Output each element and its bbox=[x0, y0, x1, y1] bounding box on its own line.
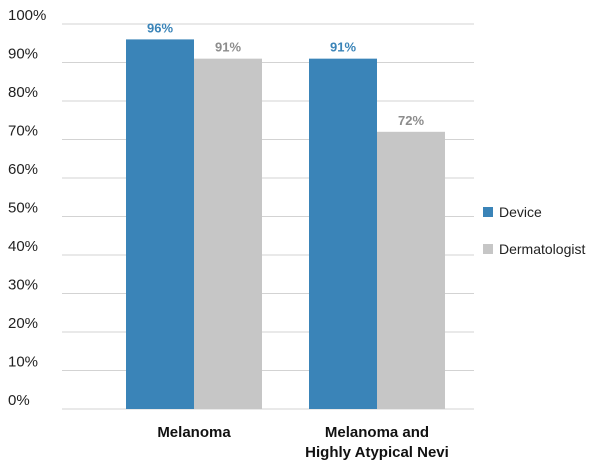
data-label-device-1: 91% bbox=[330, 40, 356, 55]
x-axis-category-labels: Melanoma Melanoma and Highly Atypical Nevi bbox=[157, 424, 449, 461]
data-label-dermatologist-1: 72% bbox=[398, 113, 424, 128]
y-tick-label-100: 100% bbox=[8, 7, 46, 24]
y-tick-label-90: 90% bbox=[8, 46, 38, 63]
legend: Device Dermatologist bbox=[483, 204, 585, 257]
legend-label-device: Device bbox=[499, 204, 542, 220]
y-tick-label-0: 0% bbox=[8, 392, 30, 409]
y-axis-tick-labels: 0% 10% 20% 30% 40% 50% 60% 70% 80% 90% 100% bbox=[8, 7, 46, 409]
legend-label-dermatologist: Dermatologist bbox=[499, 241, 585, 257]
y-tick-label-60: 60% bbox=[8, 161, 38, 178]
y-tick-label-30: 30% bbox=[8, 277, 38, 294]
data-label-device-0: 96% bbox=[147, 20, 173, 35]
legend-swatch-dermatologist bbox=[483, 244, 493, 254]
legend-swatch-device bbox=[483, 207, 493, 217]
bar-device-1 bbox=[309, 58, 377, 410]
y-tick-label-70: 70% bbox=[8, 123, 38, 140]
category-label-1-line-1: Highly Atypical Nevi bbox=[305, 444, 449, 461]
y-tick-label-80: 80% bbox=[8, 84, 38, 101]
data-label-dermatologist-0: 91% bbox=[215, 40, 241, 55]
category-label-1-line-0: Melanoma and bbox=[325, 424, 429, 441]
bar-device-0 bbox=[126, 39, 194, 410]
bar-dermatologist-1 bbox=[377, 131, 445, 410]
y-tick-label-40: 40% bbox=[8, 238, 38, 255]
y-tick-label-50: 50% bbox=[8, 200, 38, 217]
data-labels: 96% 91% 91% 72% bbox=[147, 20, 424, 127]
bars bbox=[126, 39, 445, 410]
category-label-0-line-0: Melanoma bbox=[157, 424, 231, 441]
bar-dermatologist-0 bbox=[194, 58, 262, 410]
y-tick-label-10: 10% bbox=[8, 354, 38, 371]
y-tick-label-20: 20% bbox=[8, 315, 38, 332]
